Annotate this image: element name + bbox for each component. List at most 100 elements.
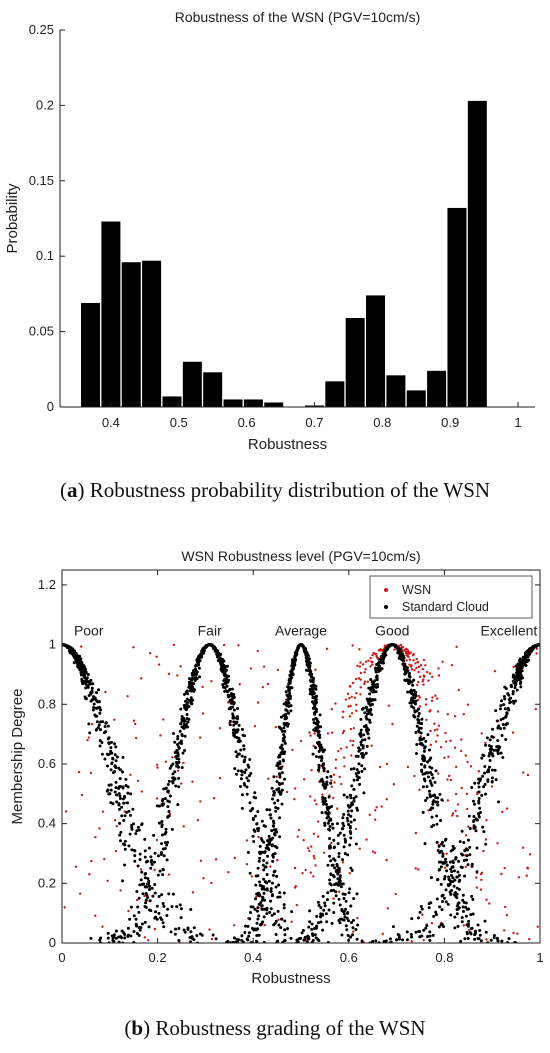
wsn-point [428, 710, 431, 713]
standard-cloud-point [225, 684, 229, 688]
wsn-point [430, 699, 434, 702]
standard-cloud-point [435, 822, 439, 826]
standard-cloud-point [107, 736, 111, 740]
standard-cloud-point [370, 713, 374, 717]
wsn-point [132, 719, 136, 722]
caption-a-letter: a [66, 478, 78, 502]
standard-cloud-point [71, 651, 75, 655]
standard-cloud-point [431, 794, 435, 798]
wsn-point [202, 877, 205, 880]
standard-cloud-point [345, 816, 349, 820]
standard-cloud-point [370, 680, 374, 684]
standard-cloud-point [137, 828, 141, 832]
wsn-point [417, 670, 420, 674]
standard-cloud-point [441, 840, 445, 844]
standard-cloud-point [335, 822, 339, 826]
standard-cloud-point [311, 933, 315, 937]
standard-cloud-point [406, 690, 410, 694]
wsn-point [377, 649, 380, 652]
standard-cloud-point [473, 802, 477, 806]
standard-cloud-point [177, 765, 181, 769]
standard-cloud-point [420, 769, 424, 773]
standard-cloud-point [500, 733, 504, 737]
standard-cloud-point [261, 896, 265, 900]
x-tick-label-b: 1 [536, 950, 543, 965]
standard-cloud-point [38, 673, 41, 676]
standard-cloud-point [354, 795, 358, 799]
standard-cloud-point [416, 916, 420, 920]
wsn-point [233, 856, 236, 860]
standard-cloud-point [232, 723, 236, 727]
standard-cloud-point [358, 782, 362, 786]
wsn-point [210, 881, 213, 885]
standard-cloud-point [419, 742, 423, 746]
standard-cloud-point [312, 728, 316, 732]
standard-cloud-point [473, 937, 477, 941]
wsn-point [453, 746, 457, 749]
standard-cloud-point [426, 934, 430, 938]
wsn-point [255, 895, 258, 898]
standard-cloud-point [113, 742, 117, 746]
standard-cloud-point [187, 685, 191, 689]
standard-cloud-point [349, 935, 353, 939]
standard-cloud-point [69, 648, 73, 652]
standard-cloud-point [349, 831, 353, 835]
standard-cloud-point [344, 907, 348, 911]
standard-cloud-point [223, 664, 227, 668]
standard-cloud-point [120, 805, 124, 809]
standard-cloud-point [280, 746, 284, 750]
wsn-point [526, 867, 530, 870]
standard-cloud-point [263, 898, 267, 902]
standard-cloud-point [158, 869, 162, 873]
standard-cloud-point [40, 659, 43, 662]
bar [345, 318, 365, 407]
standard-cloud-point [383, 649, 387, 653]
standard-cloud-point [169, 930, 173, 934]
x-tick-label-b: 0.4 [244, 950, 262, 965]
wsn-point [490, 785, 494, 788]
wsn-point [424, 703, 428, 706]
standard-cloud-point [228, 688, 232, 692]
standard-cloud-point [412, 714, 416, 718]
standard-cloud-point [398, 654, 402, 658]
wsn-point [503, 929, 506, 932]
standard-cloud-point [338, 921, 342, 925]
standard-cloud-point [360, 769, 364, 773]
standard-cloud-point [186, 704, 190, 708]
standard-cloud-point [114, 786, 118, 790]
standard-cloud-point [334, 894, 338, 898]
wsn-point [534, 707, 538, 711]
standard-cloud-point [258, 880, 262, 884]
y-axis-label-b: Membership Degree [9, 689, 26, 825]
standard-cloud-point [482, 785, 486, 789]
wsn-point [153, 927, 157, 931]
standard-cloud-point [319, 725, 323, 729]
wsn-point [427, 809, 430, 812]
wsn-point [417, 680, 420, 684]
standard-cloud-point [47, 655, 50, 658]
wsn-point [296, 835, 299, 838]
wsn-point [314, 668, 317, 671]
standard-cloud-point [141, 892, 145, 896]
standard-cloud-point [156, 873, 160, 877]
standard-cloud-point [47, 655, 50, 658]
wsn-point [77, 770, 81, 774]
standard-cloud-point [165, 843, 169, 847]
standard-cloud-point [80, 671, 84, 675]
standard-cloud-point [543, 644, 546, 647]
standard-cloud-point [224, 668, 228, 672]
standard-cloud-point [321, 928, 325, 932]
standard-cloud-point [354, 754, 358, 758]
standard-cloud-point [45, 658, 48, 661]
standard-cloud-point [273, 852, 277, 856]
standard-cloud-point [523, 656, 527, 660]
standard-cloud-point [183, 748, 187, 752]
standard-cloud-point [103, 724, 107, 728]
standard-cloud-point [355, 768, 359, 772]
standard-cloud-point [466, 863, 470, 867]
standard-cloud-point [149, 866, 153, 870]
wsn-point [371, 663, 374, 666]
standard-cloud-point [417, 930, 421, 934]
standard-cloud-point [439, 882, 443, 886]
